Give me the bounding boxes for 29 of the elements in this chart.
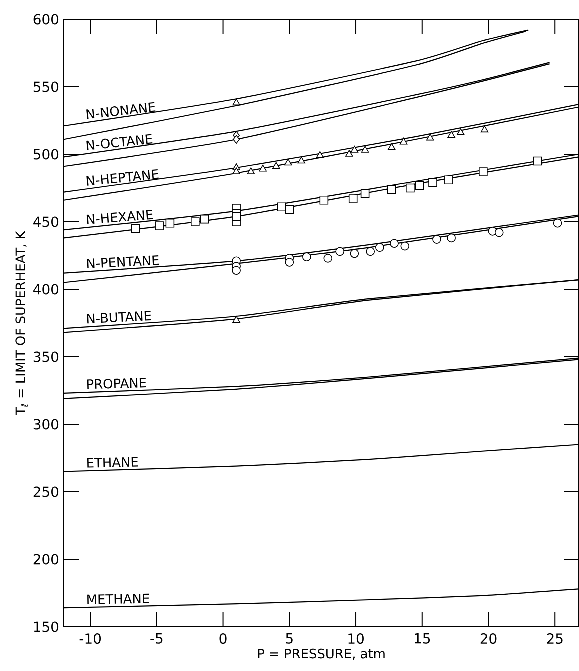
text: N-OCTANE <box>86 134 153 150</box>
x-tick-label: 25 <box>547 634 563 644</box>
y-tick-label: 400 <box>34 284 59 295</box>
text: N-HEPTANE <box>86 169 159 186</box>
series-label: METHANE <box>88 594 150 604</box>
y-tick-label: 250 <box>34 486 59 498</box>
y-tick-label: 500 <box>34 149 59 160</box>
y-axis-title: T$_{ℓ}$ = LIMIT OF SUPERHEAT, K <box>16 230 28 416</box>
y-tick-label: 350 <box>34 352 59 362</box>
x-tick-label: -10 <box>80 634 102 644</box>
x-tick-label: -5 <box>150 634 163 644</box>
x-tick-label: 0 <box>220 634 227 644</box>
series-label: PROPANE <box>87 378 146 390</box>
series-label: N-BUTANE <box>87 311 152 324</box>
legend-label: N-HEXANE <box>86 210 154 224</box>
y-tick-label: 150 <box>34 622 59 632</box>
y-tick-label: 550 <box>34 82 59 92</box>
series-label: ETHANE <box>87 457 138 468</box>
x-tick-label: 15 <box>415 634 430 644</box>
y-tick-label: 200 <box>34 554 59 565</box>
x-tick-label: 10 <box>348 634 364 644</box>
text: N-NONANE <box>86 102 156 120</box>
y-tick-label: 450 <box>34 216 59 228</box>
y-tick-label: 300 <box>34 419 59 430</box>
y-tick-label: 600 <box>34 14 59 25</box>
series-label: N-PENTANE <box>87 256 160 268</box>
x-axis-title: P = PRESSURE, atm <box>258 648 385 660</box>
x-tick-label: 5 <box>286 634 293 644</box>
x-tick-label: 20 <box>480 634 497 644</box>
